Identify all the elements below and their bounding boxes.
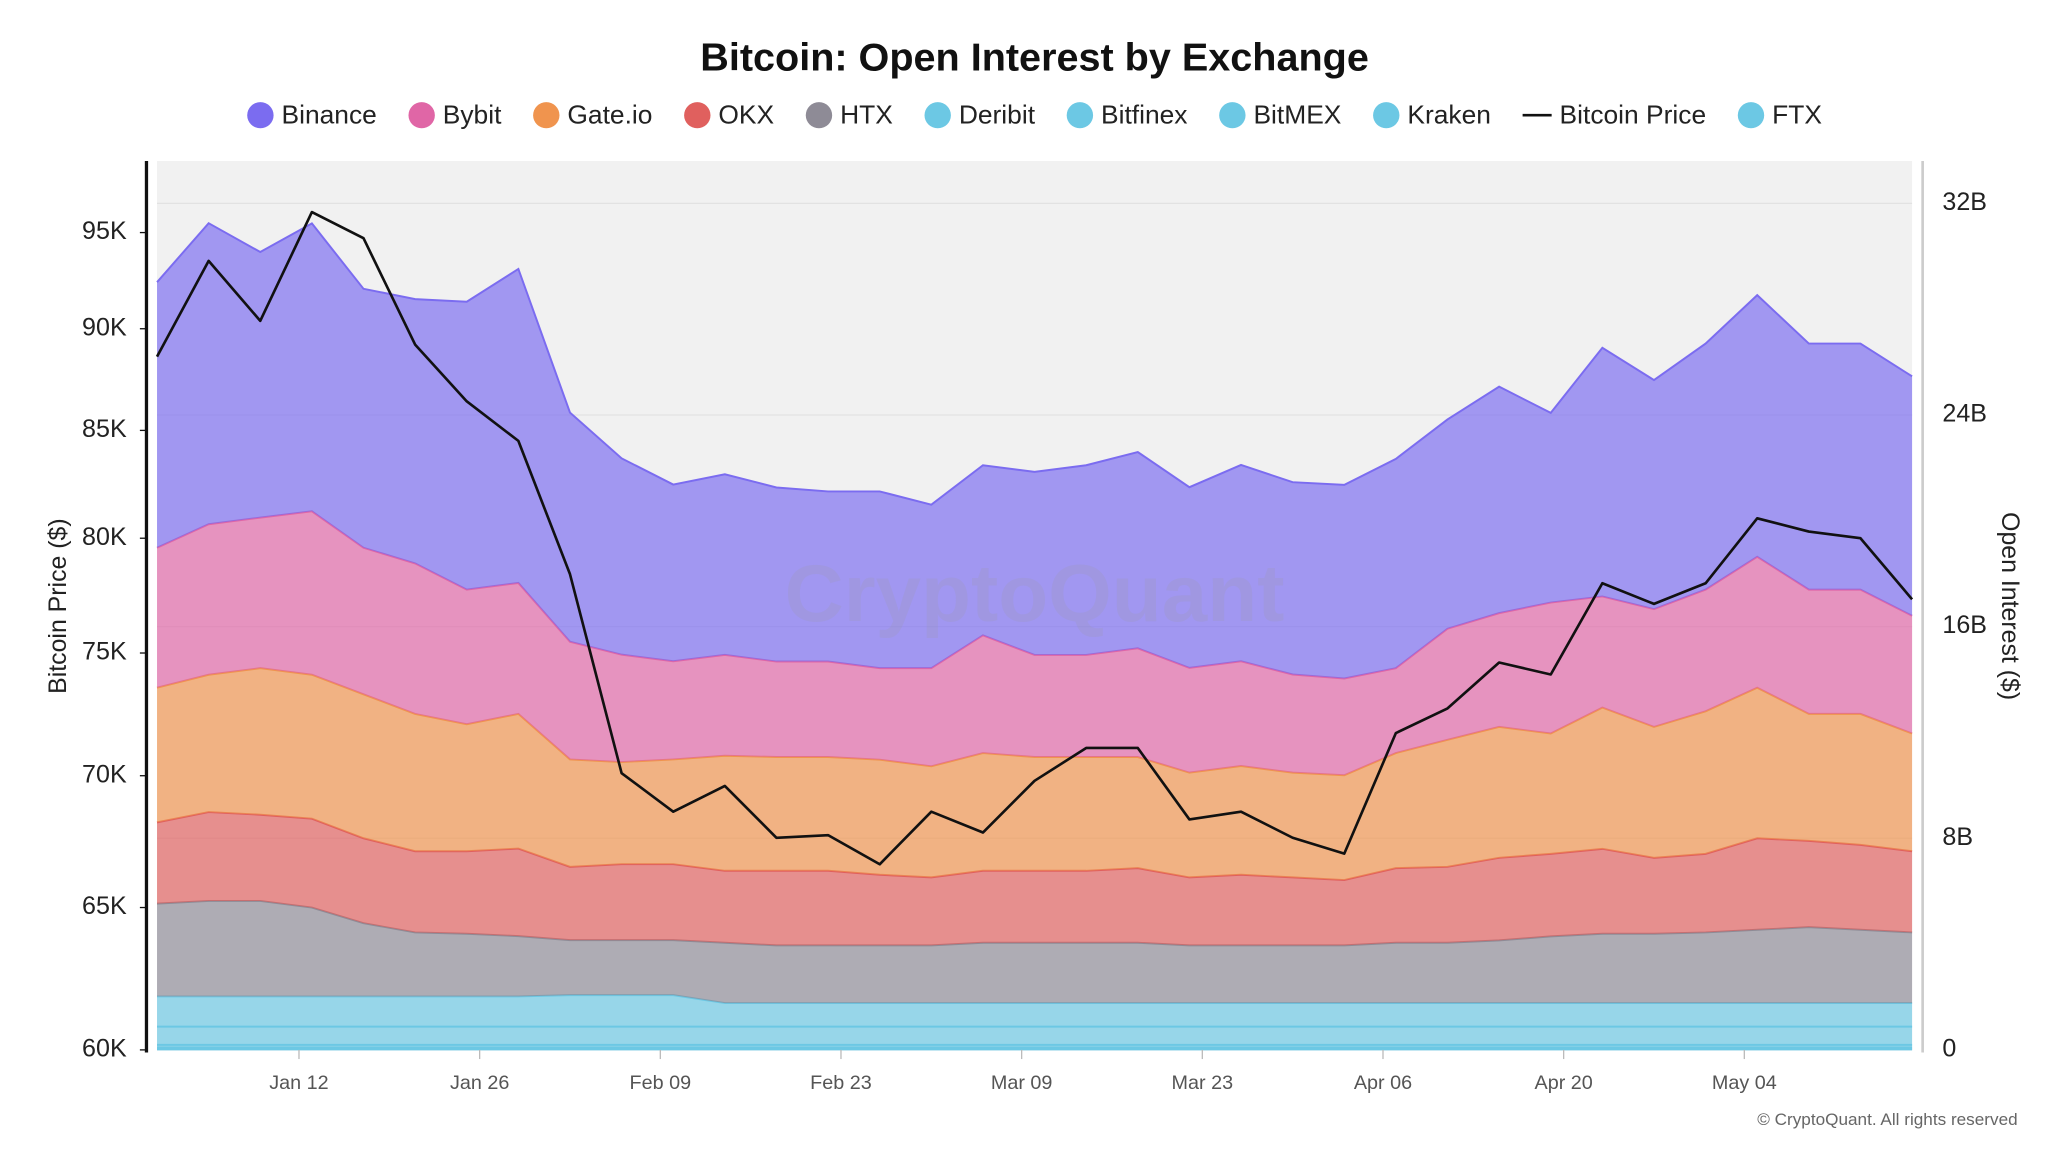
legend-swatch [1219,102,1246,129]
y2-tick-label: 16B [1942,611,1987,639]
area [157,900,1913,1004]
legend-item: Bybit [408,100,502,130]
legend-item: Bitcoin Price [1522,100,1707,130]
legend-swatch [924,102,951,129]
y2-tick-label: 32B [1942,188,1987,216]
area [157,995,1913,1027]
legend-label: HTX [840,100,893,130]
y2-tick-label: 24B [1942,400,1987,428]
legend-item: Binance [247,100,377,130]
legend-item: BitMEX [1219,100,1341,130]
x-tick-label: Feb 23 [810,1072,872,1094]
y-tick-label: 90K [82,313,127,341]
area [157,511,1913,776]
y-tick-label: 75K [82,638,127,666]
area [157,223,1913,679]
area-edge [156,510,1913,680]
area [157,668,1913,881]
legend-label: Bitfinex [1101,100,1187,130]
legend-item: Deribit [924,100,1036,130]
y-tick-label: 70K [82,760,127,788]
legend-swatch [684,102,711,129]
x-tick-label: May 04 [1712,1072,1777,1094]
x-tick-label: Apr 06 [1354,1072,1412,1094]
legend-swatch [247,102,274,129]
y2-tick-label: 8B [1942,823,1973,851]
chart-title: Bitcoin: Open Interest by Exchange [700,36,1369,80]
legend-label: BitMEX [1253,100,1341,130]
y2-axis-title: Open Interest ($) [1996,512,2024,700]
area [157,812,1913,946]
x-tick-label: Jan 26 [450,1072,509,1094]
y-tick-label: 65K [82,892,127,920]
x-tick-label: Apr 20 [1535,1072,1593,1094]
legend-label: Kraken [1407,100,1491,130]
legend-item: Kraken [1373,100,1491,130]
footer: © CryptoQuant. All rights reserved [1757,1110,2017,1129]
legend-item: OKX [684,100,774,130]
legend-item: FTX [1737,100,1822,130]
areas [156,221,1913,1051]
legend-swatch [805,102,833,129]
legend-swatch [1066,102,1094,129]
legend-swatch [1737,102,1765,129]
x-tick-label: Mar 09 [991,1072,1053,1094]
y-axis-title: Bitcoin Price ($) [44,518,72,694]
area-edge [156,221,1913,506]
price-line [155,210,1914,866]
legend-label: Binance [282,100,377,130]
legend-label: FTX [1772,100,1822,130]
y-tick-label: 80K [82,523,127,551]
lines [155,210,1914,866]
x-tick-label: Feb 09 [630,1072,692,1094]
legend-label: Gate.io [567,100,652,130]
axes: 60K 65K 70K 75K 80K 85K 90K 95K 0 8B 16B 24B 32B Jan … [82,188,1987,1094]
legend-label: Bybit [443,100,502,130]
watermark: CryptoQuant [785,548,1285,639]
x-tick-label: Mar 23 [1172,1072,1234,1094]
y2-tick-label: 0 [1942,1035,1956,1063]
legend-label: Bitcoin Price [1560,100,1707,130]
y-tick-label: 60K [82,1035,127,1063]
legend-label: OKX [718,100,774,130]
legend-item: Gate.io [533,100,652,130]
area [157,1026,1913,1045]
legend-item: HTX [805,100,893,130]
legend: Binance Bybit Gate.io OKX HTX Deribit Bitfinex… [247,100,1822,130]
y-tick-label: 95K [82,217,127,245]
x-tick-label: Jan 12 [269,1072,328,1094]
legend-item: Bitfinex [1066,100,1187,130]
legend-swatch [533,102,560,129]
y-tick-label: 85K [82,415,127,443]
legend-swatch [408,102,435,129]
legend-swatch [1373,102,1400,129]
legend-label: Deribit [959,100,1036,130]
